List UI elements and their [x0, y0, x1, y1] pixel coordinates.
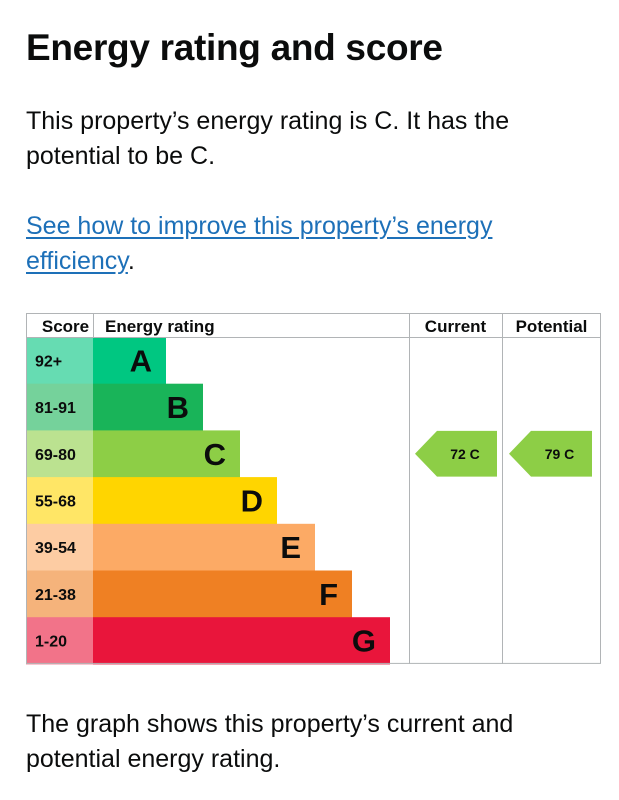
chart-border: [26, 313, 601, 664]
improve-paragraph: See how to improve this property’s energ…: [26, 209, 606, 279]
improve-energy-efficiency-link[interactable]: See how to improve this property’s energ…: [26, 212, 493, 275]
score-range-g: 1-20: [35, 634, 67, 651]
score-range-a: 92+: [35, 353, 62, 370]
rating-letter-c: C: [204, 437, 226, 472]
rating-letter-a: A: [130, 343, 152, 378]
rating-bar-f: [93, 570, 352, 618]
rating-bar-e: [93, 523, 315, 571]
rating-bar-a: [93, 337, 166, 385]
rating-letter-e: E: [280, 530, 301, 565]
rating-bar-c: [93, 430, 240, 478]
rating-bar-b: [93, 383, 203, 431]
score-cell-a: [26, 337, 93, 385]
potential-rating-label: 79 C: [545, 446, 575, 462]
chart-caption: The graph shows this property’s current …: [26, 710, 514, 773]
score-cell-g: [26, 617, 93, 665]
rating-letter-g: G: [352, 624, 376, 659]
rating-letter-f: F: [319, 577, 338, 612]
current-arrow: [415, 430, 497, 477]
score-cell-e: [26, 523, 93, 571]
score-range-c: 69-80: [35, 447, 76, 464]
score-cell-c: [26, 430, 93, 478]
score-range-e: 39-54: [35, 540, 76, 557]
score-cell-f: [26, 570, 93, 618]
rating-bar-g: [93, 617, 390, 665]
score-cell-b: [26, 383, 93, 431]
current-rating-label: 72 C: [450, 446, 480, 462]
score-range-b: 81-91: [35, 400, 76, 417]
score-range-d: 55-68: [35, 493, 76, 510]
rating-letter-b: B: [167, 390, 189, 425]
column-header-current: Current: [425, 317, 487, 336]
page-title: Energy rating and score: [26, 27, 443, 68]
rating-summary: This property’s energy rating is C. It h…: [26, 107, 510, 170]
rating-letter-d: D: [241, 483, 263, 518]
rating-bar-d: [93, 477, 277, 525]
improve-link-suffix: .: [127, 247, 135, 275]
potential-arrow: [509, 430, 592, 477]
score-range-f: 21-38: [35, 587, 76, 604]
column-header-energy-rating: Energy rating: [105, 317, 215, 336]
column-header-potential: Potential: [516, 317, 588, 336]
score-cell-d: [26, 477, 93, 525]
column-header-score: Score: [42, 317, 89, 336]
